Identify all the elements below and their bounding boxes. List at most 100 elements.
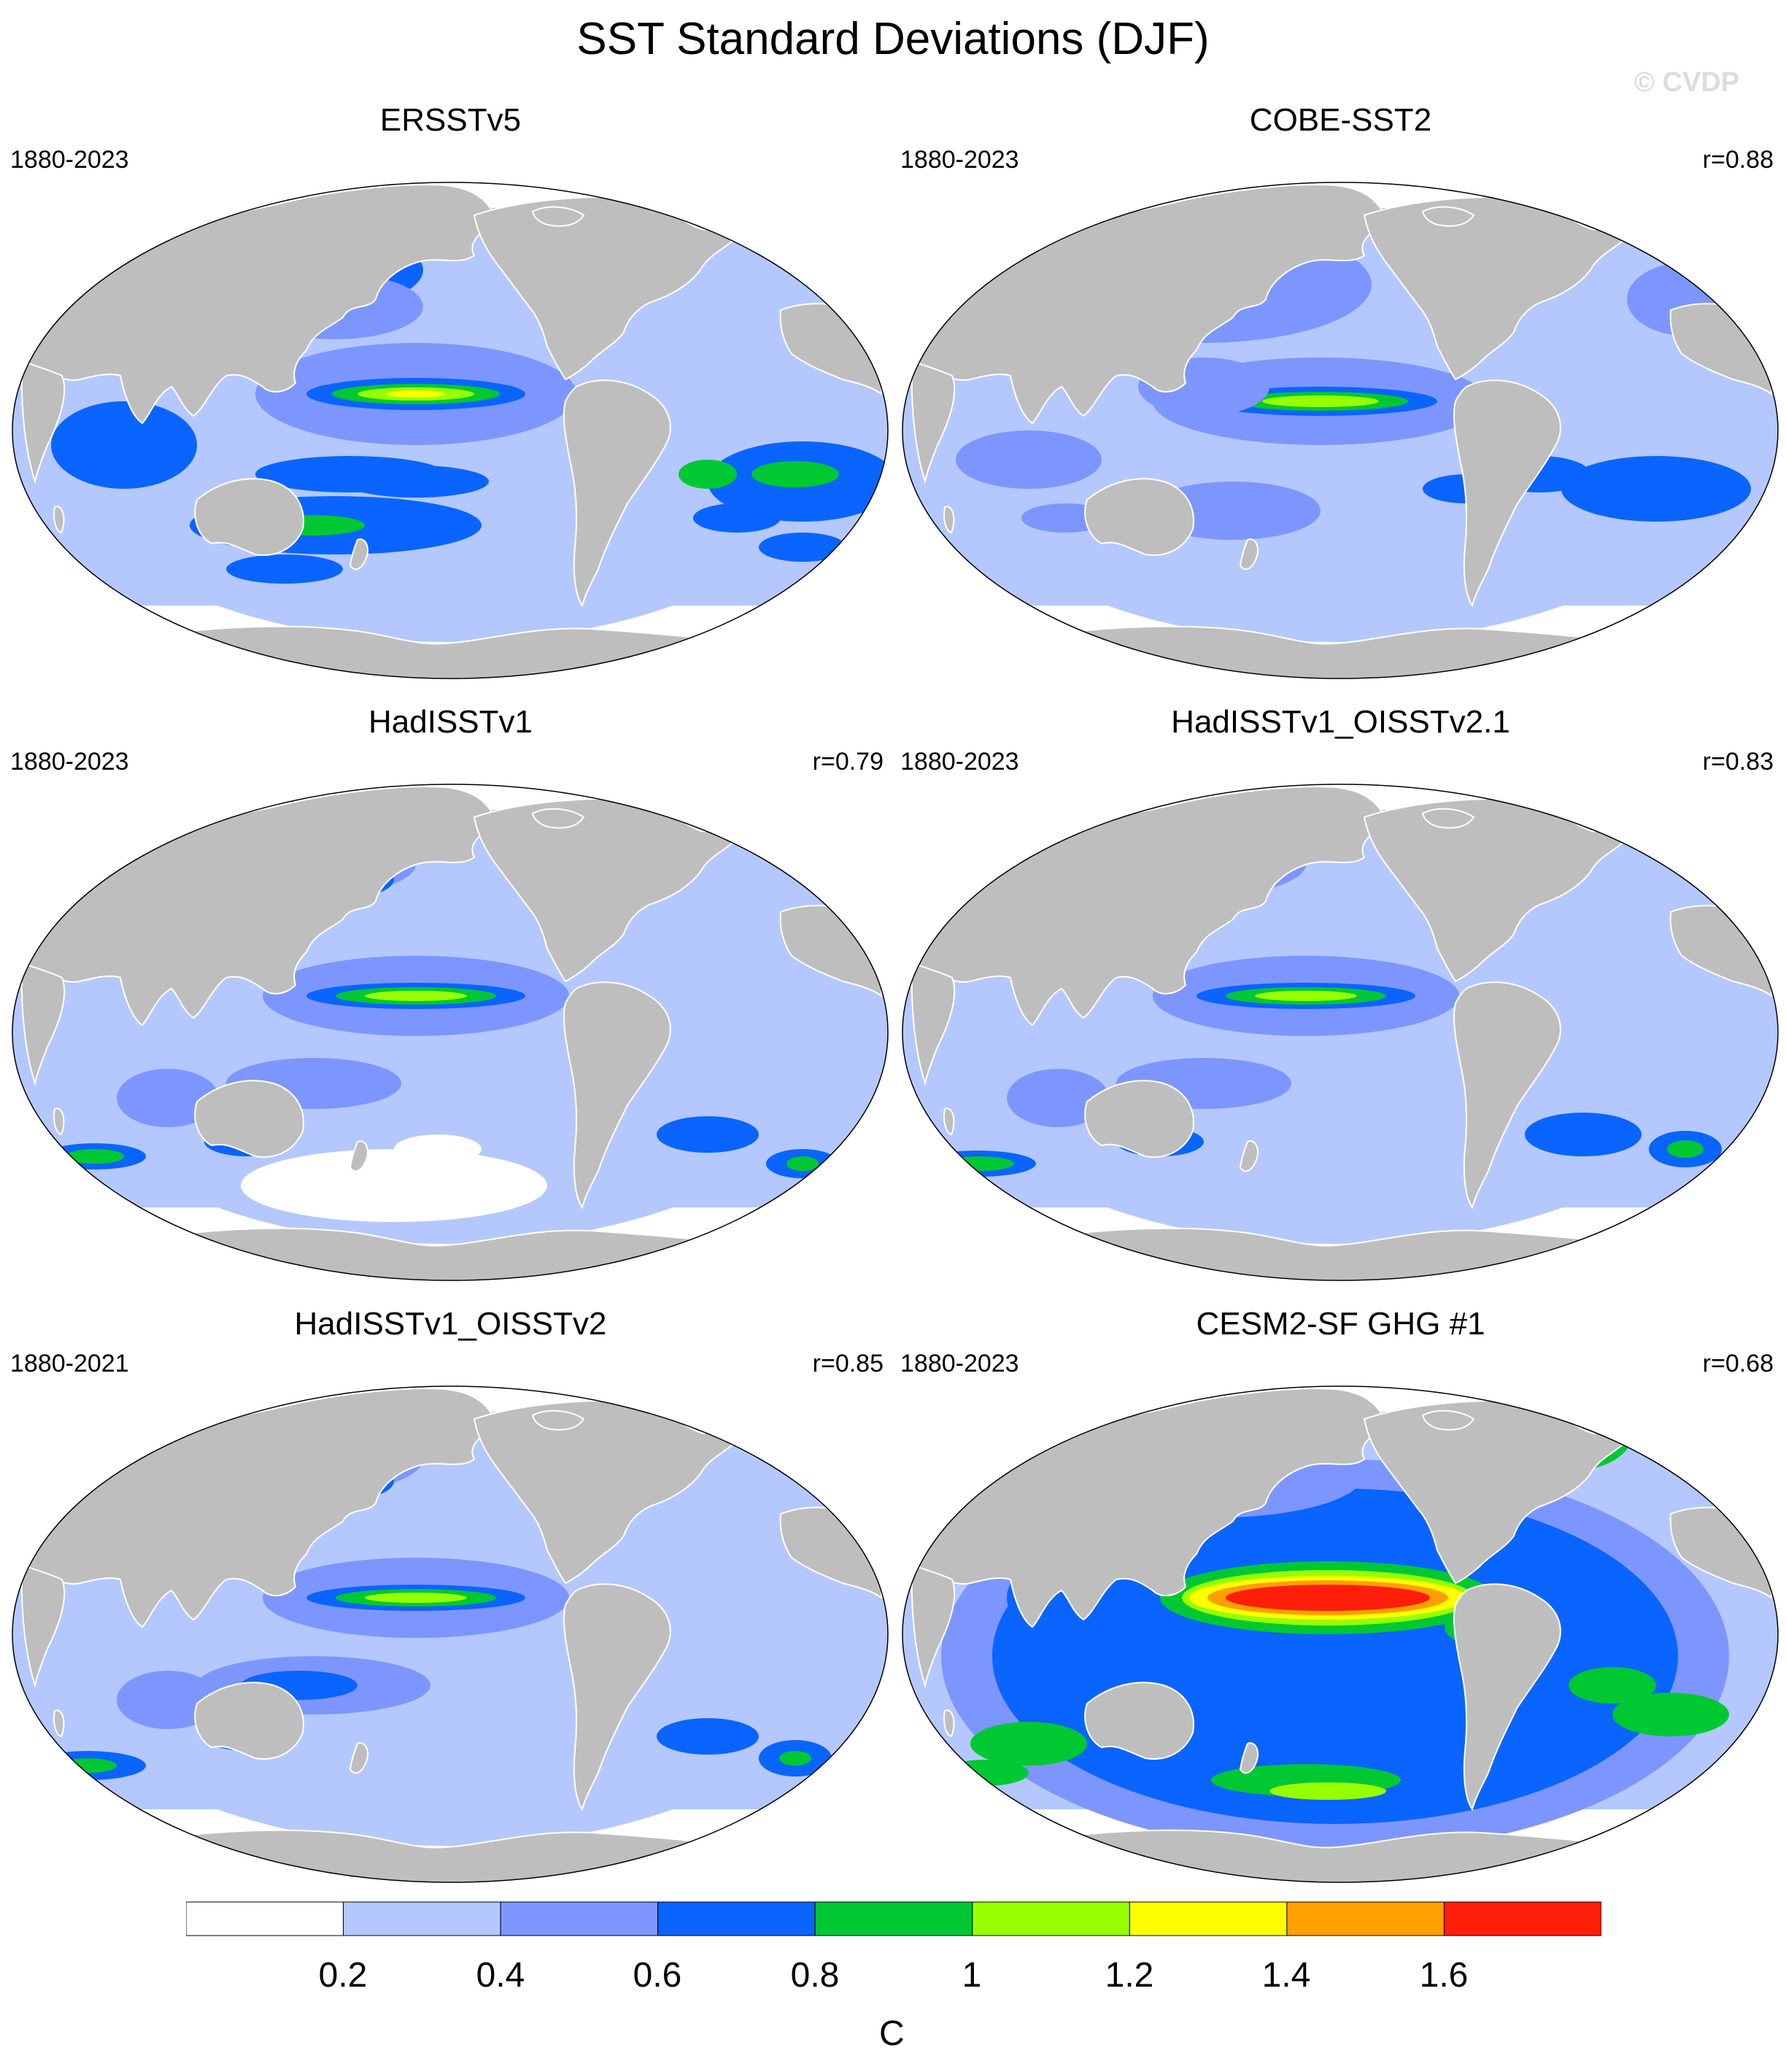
- land-europe: [756, 212, 855, 260]
- variance-contour: [1525, 1113, 1642, 1156]
- panel-years: 1880-2023: [900, 748, 1019, 776]
- panel-hadisstv1-oisstv2: HadISSTv1_OISSTv2 1880-2021 r=0.85: [7, 1306, 894, 1904]
- panel-correlation: r=0.88: [1702, 146, 1774, 174]
- colorbar-box: [186, 1901, 344, 1936]
- variance-contour: [1255, 991, 1357, 1001]
- map-border: [12, 1385, 889, 1883]
- land-australia: [1084, 1080, 1194, 1158]
- ocean-field: [902, 182, 1778, 679]
- land-europe: [756, 813, 855, 862]
- land-arctic-islands: [531, 206, 585, 227]
- colorbar-units: C: [879, 2014, 905, 2053]
- ocean-field: [12, 1386, 888, 1882]
- colorbar-tick: 0.6: [633, 1956, 682, 1995]
- variance-contour: [1262, 395, 1379, 407]
- land-south-america: [563, 981, 671, 1210]
- land-south-america: [1453, 1583, 1561, 1812]
- colorbar-tick: 1.4: [1261, 1956, 1311, 1995]
- panel-hadisstv1: HadISSTv1 1880-2023 r=0.79: [7, 704, 894, 1302]
- colorbar-box: [343, 1901, 501, 1936]
- land-south-america: [563, 379, 671, 608]
- map-border: [12, 784, 889, 1281]
- panel-title: HadISSTv1: [368, 704, 533, 740]
- variance-contour: [693, 503, 781, 533]
- land-new-zealand: [1239, 1140, 1259, 1172]
- land-madagascar: [943, 1709, 955, 1738]
- land-australia: [194, 1682, 304, 1760]
- variance-contour: [1569, 1667, 1656, 1704]
- sst-map: [12, 1385, 889, 1883]
- variance-contour: [956, 430, 1102, 489]
- variance-contour: [241, 1149, 547, 1222]
- panel-cesm2-sf-ghg-1: CESM2-SF GHG #1 1880-2023 r=0.68: [897, 1306, 1784, 1904]
- variance-contour: [941, 1760, 1029, 1786]
- variance-contour: [657, 1116, 759, 1153]
- land-madagascar: [53, 506, 65, 534]
- colorbar-box: [1129, 1901, 1288, 1936]
- ocean-field: [902, 1386, 1778, 1882]
- panel-correlation: r=0.83: [1702, 748, 1774, 776]
- panel-title: ERSSTv5: [379, 102, 522, 138]
- variance-contour: [66, 1149, 124, 1164]
- panel-correlation: r=0.85: [812, 1350, 884, 1377]
- variance-contour: [941, 1156, 1014, 1171]
- land-new-zealand: [349, 538, 369, 571]
- land-africa-east: [911, 962, 956, 1086]
- variance-contour: [1561, 456, 1751, 522]
- panel-years: 1880-2023: [900, 1350, 1019, 1377]
- land-madagascar: [943, 506, 955, 534]
- colorbar-box: [1443, 1901, 1601, 1936]
- colorbar-tick: 1.2: [1105, 1956, 1154, 1995]
- ocean-field: [12, 784, 888, 1280]
- colorbar-box: [657, 1901, 816, 1936]
- variance-contour: [394, 1134, 482, 1164]
- panel-years: 1880-2021: [10, 1350, 129, 1377]
- land-arctic-islands: [1421, 1410, 1475, 1431]
- sst-map: [902, 182, 1779, 679]
- land-europe: [1646, 813, 1745, 862]
- land-new-zealand: [349, 1140, 369, 1172]
- variance-contour: [970, 1722, 1087, 1766]
- colorbar-box: [972, 1901, 1130, 1936]
- colorbar-boxes: [186, 1901, 1601, 1936]
- land-south-america: [1453, 379, 1561, 608]
- variance-contour: [226, 554, 343, 584]
- variance-contour: [58, 1758, 117, 1773]
- sst-map: [902, 1385, 1779, 1883]
- panel-correlation: r=0.68: [1702, 1350, 1774, 1377]
- sst-map: [12, 784, 889, 1281]
- panel-years: 1880-2023: [10, 146, 129, 174]
- variance-contour: [365, 1593, 467, 1603]
- colorbar: [186, 1901, 1601, 1936]
- land-south-america: [563, 1583, 671, 1812]
- land-australia: [1084, 1682, 1194, 1760]
- panel-hadisstv1-oisstv2-1: HadISSTv1_OISSTv2.1 1880-2023 r=0.83: [897, 704, 1784, 1302]
- land-madagascar: [943, 1107, 955, 1136]
- panel-title: COBE-SST2: [1249, 102, 1432, 138]
- land-africa-east: [20, 962, 66, 1086]
- watermark: © CVDP: [1634, 67, 1740, 98]
- sst-map: [12, 182, 889, 679]
- map-border: [902, 182, 1779, 679]
- land-europe: [1646, 212, 1745, 260]
- variance-contour: [365, 991, 467, 1001]
- ocean-field: [902, 784, 1778, 1280]
- panel-correlation: r=0.79: [812, 748, 884, 776]
- variance-contour: [1226, 1585, 1430, 1611]
- land-arctic-islands: [1421, 808, 1475, 829]
- variance-contour: [751, 461, 839, 487]
- land-africa-east: [20, 360, 66, 484]
- colorbar-tick: 0.2: [318, 1956, 368, 1995]
- land-new-zealand: [1239, 1742, 1259, 1774]
- land-europe: [1646, 1415, 1745, 1464]
- map-border: [902, 1385, 1779, 1883]
- land-australia: [1084, 478, 1194, 556]
- land-arctic-islands: [531, 808, 585, 829]
- variance-contour: [1007, 1069, 1109, 1127]
- panel-years: 1880-2023: [10, 748, 129, 776]
- land-africa-east: [20, 1563, 66, 1688]
- variance-contour: [1269, 1782, 1386, 1800]
- variance-contour: [679, 460, 737, 489]
- colorbar-tick: 1: [962, 1956, 982, 1995]
- variance-contour: [786, 1156, 819, 1171]
